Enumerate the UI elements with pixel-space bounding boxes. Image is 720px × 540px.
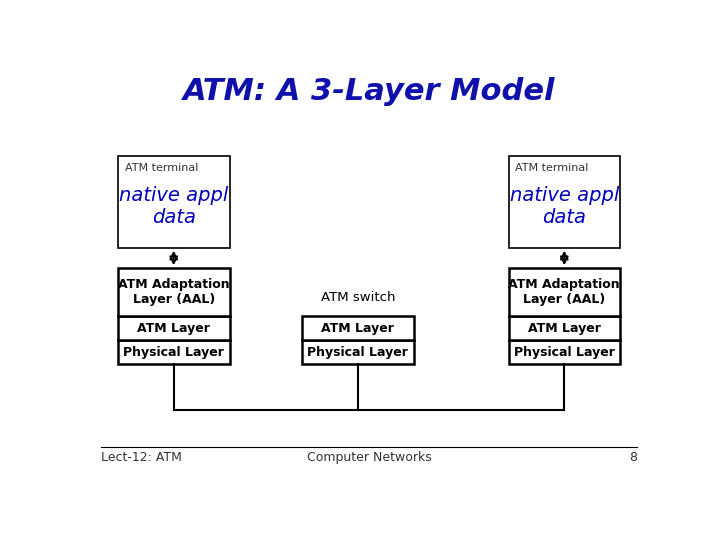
Text: Physical Layer: Physical Layer xyxy=(307,346,408,359)
Bar xyxy=(508,340,620,364)
Text: ATM switch: ATM switch xyxy=(320,291,395,303)
Text: 8: 8 xyxy=(629,451,637,464)
Text: ATM terminal: ATM terminal xyxy=(516,163,588,172)
Bar xyxy=(508,268,620,316)
Text: Computer Networks: Computer Networks xyxy=(307,451,431,464)
Text: ATM Layer: ATM Layer xyxy=(528,321,600,334)
Text: native appl
data: native appl data xyxy=(510,186,619,227)
Text: Lect-12: ATM: Lect-12: ATM xyxy=(101,451,182,464)
Bar xyxy=(508,316,620,340)
Text: ATM Layer: ATM Layer xyxy=(138,321,210,334)
Bar xyxy=(118,340,230,364)
Bar xyxy=(302,316,413,340)
Text: native appl
data: native appl data xyxy=(119,186,228,227)
Bar xyxy=(302,340,413,364)
Text: ATM terminal: ATM terminal xyxy=(125,163,198,172)
Bar xyxy=(118,316,230,340)
Text: ATM Adaptation
Layer (AAL): ATM Adaptation Layer (AAL) xyxy=(118,278,230,306)
Bar xyxy=(508,156,620,248)
Text: Physical Layer: Physical Layer xyxy=(514,346,615,359)
Text: ATM: A 3-Layer Model: ATM: A 3-Layer Model xyxy=(183,77,555,106)
Text: ATM Layer: ATM Layer xyxy=(321,321,395,334)
Text: ATM Adaptation
Layer (AAL): ATM Adaptation Layer (AAL) xyxy=(508,278,620,306)
Bar xyxy=(118,156,230,248)
Bar xyxy=(118,268,230,316)
Text: Physical Layer: Physical Layer xyxy=(123,346,224,359)
